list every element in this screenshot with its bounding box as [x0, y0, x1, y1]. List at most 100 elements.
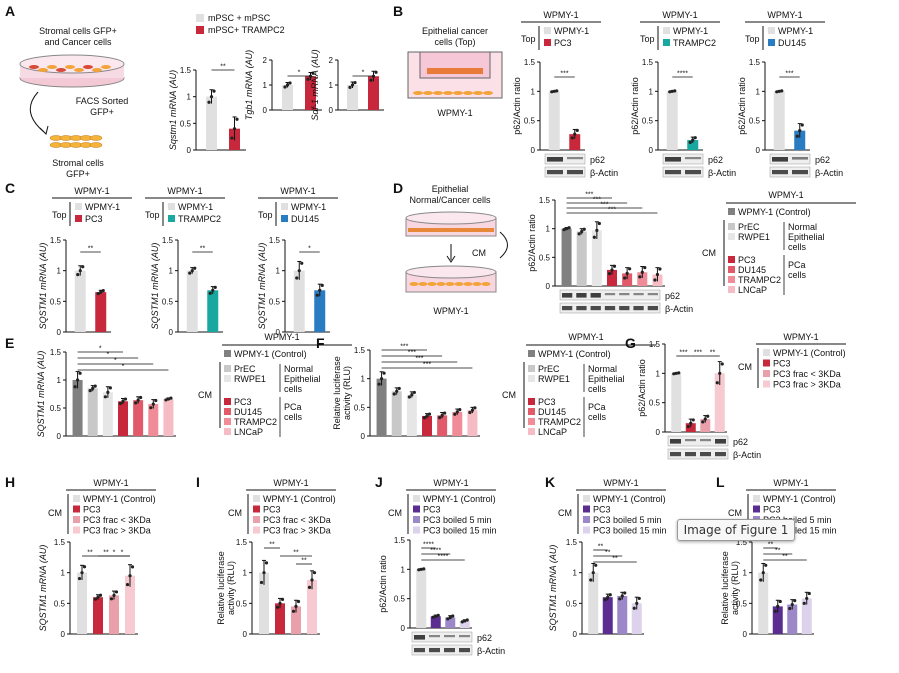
data-point: [693, 136, 697, 140]
data-point: [620, 594, 624, 598]
significance-label: ***: [585, 192, 593, 199]
significance-label: *: [298, 70, 301, 77]
data-point: [123, 397, 128, 401]
bar: [591, 230, 602, 286]
cell: [83, 65, 93, 69]
panel-g-blot: p62 β-Actin: [667, 435, 761, 460]
blot-strip: [662, 166, 704, 178]
blot-band: [429, 648, 440, 653]
insert: [419, 51, 491, 79]
y-axis-label: SQSTM1 mRNA (AU): [150, 243, 160, 330]
legend-header: WPMY-1: [767, 10, 802, 20]
significance-label: *: [308, 246, 311, 253]
panel-letter-h: H: [5, 474, 15, 490]
stromal-cell: [445, 282, 455, 286]
legend-item: PC3 frac > 3KDa: [83, 526, 151, 536]
label-line: GFP+: [90, 107, 114, 117]
diagram-text: WPMY-1: [437, 108, 472, 118]
data-point: [98, 593, 103, 597]
blot-band: [665, 157, 681, 162]
data-point: [625, 271, 629, 275]
y-axis-label: SQSTM1 mRNA (AU): [38, 243, 48, 330]
dish-top: [405, 265, 497, 279]
y-tick-label: 0.5: [162, 297, 174, 306]
blot-band: [590, 306, 601, 311]
data-point: [425, 414, 429, 418]
bar: [307, 580, 317, 634]
y-tick-label: 1.5: [394, 536, 406, 545]
data-point: [285, 83, 290, 87]
y-axis-label: SQSTM1 mRNA (AU): [548, 545, 558, 632]
y-tick-label: 1.5: [566, 538, 578, 547]
data-point: [77, 576, 82, 581]
data-point: [443, 411, 447, 415]
data-point: [73, 385, 77, 389]
data-point: [672, 372, 676, 376]
arrow-head: [39, 125, 49, 135]
data-point: [465, 618, 469, 622]
significance-label: **: [768, 542, 774, 549]
data-point: [555, 89, 559, 93]
significance-label: *: [113, 550, 116, 557]
data-point: [788, 606, 792, 611]
data-point: [134, 401, 138, 405]
significance-label: ****: [423, 542, 434, 549]
legend-swatch: [663, 39, 670, 46]
y-tick-label: 0.5: [50, 404, 62, 413]
legend-swatch: [528, 365, 535, 372]
cell: [74, 68, 84, 72]
y-axis-label: Relative luciferaseactivity (RLU): [216, 551, 236, 625]
significance-label: **: [782, 554, 788, 561]
panel-letter-g: G: [625, 335, 636, 351]
significance-label: **: [775, 548, 781, 555]
blot-label-p62: p62: [708, 155, 723, 165]
y-axis-label: p62/Actin ratio: [630, 77, 640, 135]
blot-band: [414, 635, 425, 640]
data-point: [76, 272, 80, 277]
data-point: [213, 285, 217, 289]
legend-item: WPMY-1 (Control): [773, 348, 846, 358]
legend-swatch: [753, 505, 760, 513]
data-point: [668, 90, 672, 94]
legend-item: WPMY-1 (Control): [234, 349, 307, 359]
label-line: Normal: [284, 364, 313, 374]
y-tick-label: 1.5: [50, 236, 62, 245]
bar: [102, 392, 113, 436]
data-point: [701, 420, 705, 424]
y-tick-label: 0: [756, 146, 761, 155]
legend-swatch: [224, 350, 231, 357]
data-point: [382, 371, 386, 375]
data-point: [706, 414, 710, 418]
data-point: [575, 128, 579, 133]
bar: [773, 91, 785, 150]
data-point: [294, 604, 298, 609]
legend-item: PC3: [738, 255, 756, 265]
bar: [282, 85, 293, 110]
legend-header: WPMY-1: [603, 478, 638, 488]
data-point: [288, 81, 292, 85]
legend-swatch: [544, 27, 551, 34]
legend-item: DU145: [738, 265, 766, 275]
blot-label-actin: β-Actin: [665, 304, 693, 314]
significance-label: ***: [600, 202, 608, 209]
blot-band: [444, 635, 455, 638]
significance-label: **: [293, 550, 299, 557]
data-point: [112, 593, 116, 597]
bar: [801, 598, 812, 634]
legend-item: DU145: [778, 38, 806, 48]
data-point: [468, 410, 472, 415]
blot-band: [567, 170, 583, 175]
legend-item: PC3: [83, 505, 101, 515]
label-line: Normal: [588, 364, 617, 374]
legend-item: PC3 boiled 5 min: [423, 515, 492, 525]
legend-top-label: Top: [145, 210, 160, 220]
legend-item: WPMY-1 (Control): [593, 494, 666, 504]
y-tick-label: 1: [263, 81, 268, 90]
label-line: Stromal cells GFP+: [39, 26, 117, 36]
data-point: [114, 590, 119, 594]
blot-strip: [544, 166, 586, 178]
